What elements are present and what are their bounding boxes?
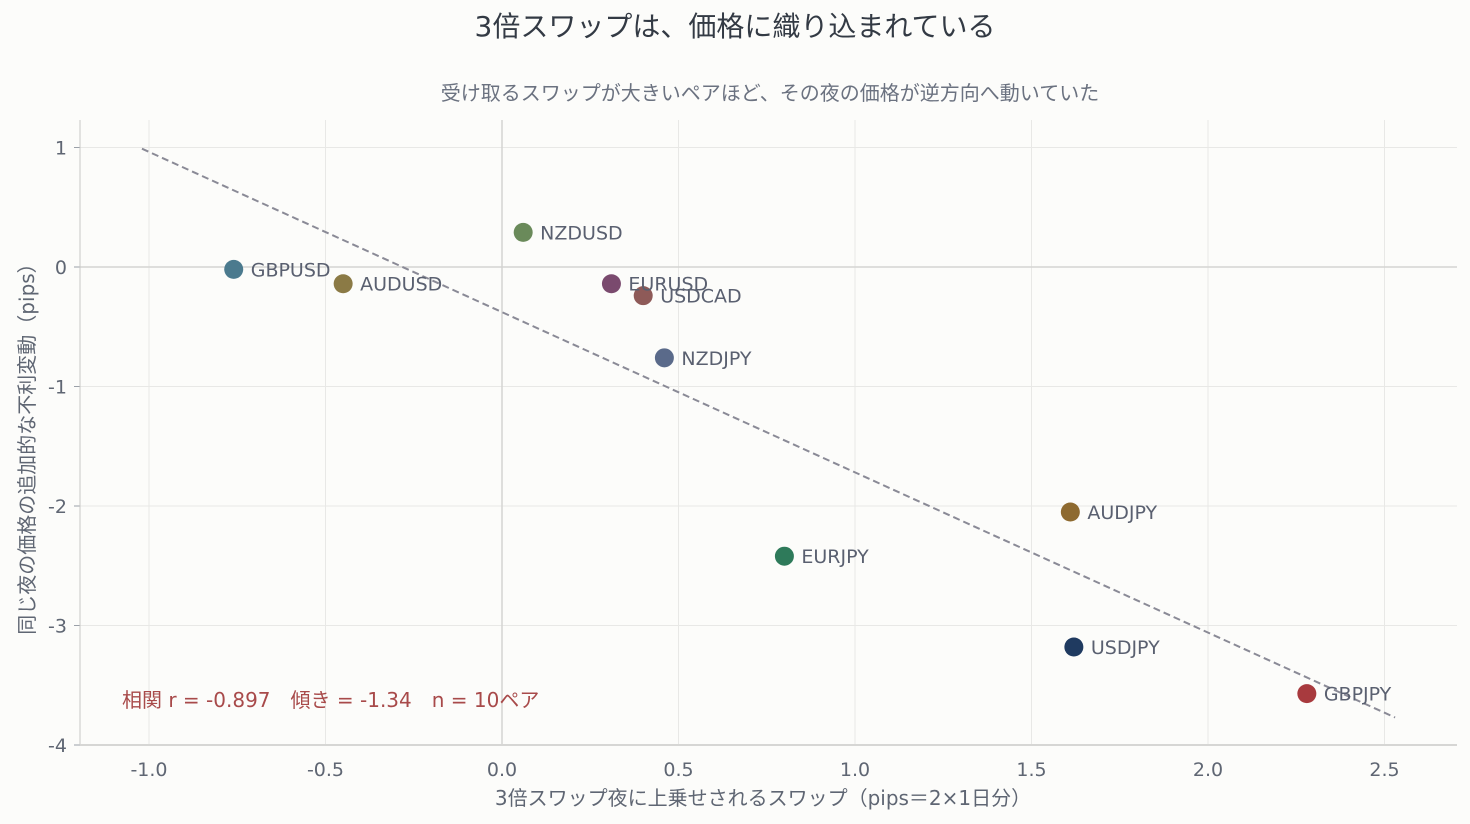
point-label-nzdusd: NZDUSD (540, 222, 622, 244)
data-point-gbpjpy (1297, 684, 1317, 704)
point-label-usdjpy: USDJPY (1091, 637, 1160, 659)
data-point-usdjpy (1064, 637, 1084, 657)
data-point-audjpy (1060, 502, 1080, 522)
point-label-gbpusd: GBPUSD (251, 259, 331, 281)
data-point-nzdusd (513, 222, 533, 242)
x-tick-label: -1.0 (130, 759, 167, 781)
x-tick-label: 1.0 (840, 759, 870, 781)
y-axis-label: 同じ夜の価格の追加的な不利変動（pips） (15, 253, 39, 634)
data-point-audusd (333, 274, 353, 294)
x-tick-label: 2.5 (1369, 759, 1399, 781)
point-label-nzdjpy: NZDJPY (681, 348, 752, 370)
chart-title: 3倍スワップは、価格に織り込まれている (475, 10, 996, 43)
y-tick-labels: 1 0 -1 -2 -3 -4 (48, 138, 67, 758)
point-label-eurjpy: EURJPY (801, 546, 869, 568)
chart-subtitle: 受け取るスワップが大きいペアほど、その夜の価格が逆方向へ動いていた (441, 81, 1099, 105)
stats-annotation: 相関 r = -0.897 傾き = -1.34 n = 10ペア (122, 688, 539, 712)
zero-lines (80, 120, 1457, 745)
x-tick-label: 0.5 (663, 759, 693, 781)
data-point-nzdjpy (654, 348, 674, 368)
y-tick-label: -2 (48, 496, 67, 518)
y-tick-label: -1 (48, 377, 67, 399)
y-tick-label: 0 (55, 257, 67, 279)
point-label-eurusd: EURUSD (628, 274, 708, 296)
axes (74, 120, 1457, 746)
data-point-eurjpy (774, 546, 794, 566)
y-tick-label: 1 (55, 138, 67, 160)
y-tick-label: -4 (48, 735, 67, 757)
data-point-eurusd (601, 274, 621, 294)
trendline (141, 147, 1396, 719)
x-axis-label: 3倍スワップ夜に上乗せされるスワップ（pips＝2×1日分） (495, 786, 1031, 810)
point-label-audjpy: AUDJPY (1087, 502, 1157, 524)
point-label-gbpjpy: GBPJPY (1324, 684, 1392, 706)
point-label-audusd: AUDUSD (360, 274, 442, 296)
y-tick-label: -3 (48, 616, 67, 638)
trendline-group (141, 147, 1396, 719)
x-tick-labels: -1.0 -0.5 0.0 0.5 1.0 1.5 2.0 2.5 (130, 759, 1399, 781)
x-tick-label: 0.0 (487, 759, 517, 781)
data-point-usdcad (633, 286, 653, 306)
x-tick-label: -0.5 (307, 759, 344, 781)
x-tick-label: 1.5 (1016, 759, 1046, 781)
data-points (224, 222, 1317, 704)
data-point-gbpusd (224, 259, 244, 279)
point-label-usdcad: USDCAD (660, 286, 742, 308)
x-tick-label: 2.0 (1193, 759, 1223, 781)
